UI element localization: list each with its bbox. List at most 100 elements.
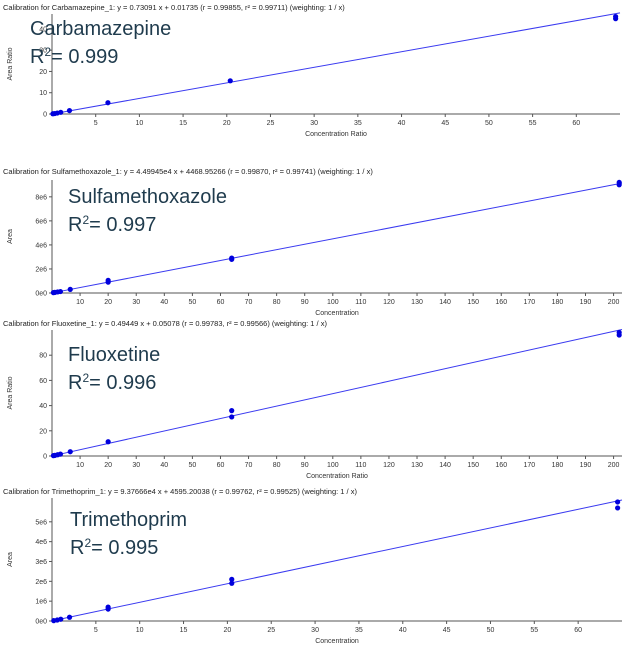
x-tick-label: 200	[608, 462, 620, 469]
x-tick-label: 45	[443, 627, 451, 634]
x-tick-label: 60	[217, 299, 225, 306]
x-tick-label: 40	[399, 627, 407, 634]
calibration-equation-title: Calibration for Sulfamethoxazole_1: y = …	[3, 167, 373, 176]
r2-prefix: R	[30, 46, 45, 68]
data-point	[229, 408, 235, 414]
x-tick-label: 40	[160, 299, 168, 306]
data-point	[58, 616, 64, 622]
r-squared-label: R2= 0.997	[68, 209, 156, 236]
r-squared-label: R2= 0.999	[30, 41, 118, 68]
x-tick-label: 170	[523, 462, 535, 469]
x-tick-label: 120	[383, 462, 395, 469]
calibration-equation-title: Calibration for Fluoxetine_1: y = 0.4944…	[3, 319, 327, 328]
y-tick-label: 2e6	[35, 579, 47, 586]
data-point	[229, 580, 235, 586]
data-point	[615, 499, 621, 505]
y-tick-label: 80	[39, 353, 47, 360]
calibration-chart-trimethoprim: 5 10 15 20 25 30 35 40 45 50 55 60 0e0 1e6 2e6 3e6 4e6 5e…	[7, 498, 623, 645]
x-tick-label: 140	[439, 299, 451, 306]
x-tick-label: 15	[180, 627, 188, 634]
data-point	[105, 100, 111, 106]
data-point	[613, 16, 619, 22]
x-tick-label: 40	[398, 120, 406, 127]
x-tick-label: 160	[495, 299, 507, 306]
x-tick-label: 60	[572, 120, 580, 127]
x-tick-label: 120	[383, 299, 395, 306]
r2-prefix: R	[68, 372, 83, 394]
x-tick-label: 110	[355, 299, 366, 306]
x-tick-label: 10	[76, 299, 84, 306]
data-point	[105, 604, 111, 610]
calibration-panel-trimethoprim: Calibration for Trimethoprim_1: y = 9.37…	[0, 484, 627, 654]
x-tick-label: 90	[301, 462, 309, 469]
x-tick-label: 100	[327, 462, 339, 469]
x-tick-label: 60	[574, 627, 582, 634]
calibration-equation-title: Calibration for Carbamazepine_1: y = 0.7…	[3, 3, 345, 12]
x-tick-label: 10	[135, 120, 143, 127]
x-tick-label: 20	[223, 120, 231, 127]
x-tick-label: 90	[301, 299, 309, 306]
compound-name: Sulfamethoxazole	[68, 186, 227, 208]
x-tick-label: 50	[188, 462, 196, 469]
x-tick-label: 110	[355, 462, 366, 469]
y-axis-label: Area Ratio	[7, 376, 14, 409]
x-tick-label: 5	[94, 627, 98, 634]
x-tick-label: 20	[223, 627, 231, 634]
x-tick-label: 10	[76, 462, 84, 469]
calibration-panel-carbamazepine: Calibration for Carbamazepine_1: y = 0.7…	[0, 0, 627, 140]
x-tick-label: 150	[467, 462, 479, 469]
x-tick-label: 35	[354, 120, 362, 127]
x-axis-label: Concentration	[315, 310, 359, 317]
compound-name: Carbamazepine	[30, 18, 172, 40]
y-tick-label: 8e6	[35, 194, 47, 201]
r2-superscript: 2	[82, 371, 90, 385]
x-tick-label: 190	[580, 299, 592, 306]
y-tick-label: 40	[39, 403, 47, 410]
r2-value: = 0.996	[89, 372, 157, 394]
x-tick-label: 5	[94, 120, 98, 127]
y-axis-label: Area	[7, 229, 14, 244]
data-point	[105, 439, 111, 445]
calibration-panel-sulfamethoxazole: Calibration for Sulfamethoxazole_1: y = …	[0, 166, 627, 318]
data-point	[58, 109, 64, 115]
y-tick-label: 0	[43, 454, 47, 461]
r2-value: = 0.995	[91, 537, 159, 559]
x-tick-label: 25	[267, 120, 275, 127]
data-point	[615, 505, 621, 511]
regression-line	[51, 499, 623, 622]
y-tick-label: 4e6	[35, 539, 47, 546]
x-tick-label: 15	[179, 120, 187, 127]
calibration-equation-title: Calibration for Trimethoprim_1: y = 9.37…	[3, 487, 357, 496]
x-tick-label: 170	[523, 299, 535, 306]
compound-name: Trimethoprim	[70, 509, 188, 531]
y-tick-label: 0e0	[35, 291, 47, 298]
x-tick-label: 60	[217, 462, 225, 469]
y-tick-label: 10	[39, 90, 47, 97]
y-tick-label: 1e6	[35, 599, 47, 606]
x-tick-label: 180	[552, 462, 564, 469]
data-point	[229, 255, 235, 261]
x-tick-label: 200	[608, 299, 620, 306]
data-point	[57, 451, 64, 457]
y-tick-label: 6e6	[35, 218, 47, 225]
y-tick-label: 20	[39, 69, 47, 76]
x-axis-label: Concentration Ratio	[306, 473, 368, 480]
x-tick-label: 190	[580, 462, 592, 469]
x-tick-label: 20	[104, 299, 112, 306]
x-tick-label: 35	[355, 627, 363, 634]
data-point	[616, 179, 622, 186]
regression-line	[51, 182, 623, 294]
x-tick-label: 30	[310, 120, 318, 127]
calibration-chart-sulfamethoxazole: 10 20 30 40 50 60 70 80 90 100 110 120 130 140 150 160 1…	[7, 179, 623, 317]
compound-name: Fluoxetine	[68, 344, 161, 366]
x-tick-label: 30	[132, 299, 140, 306]
x-axis-label: Concentration	[315, 638, 359, 645]
x-tick-label: 55	[530, 627, 538, 634]
x-tick-label: 100	[327, 299, 339, 306]
x-tick-label: 150	[467, 299, 479, 306]
x-tick-label: 50	[487, 627, 495, 634]
x-tick-label: 130	[411, 299, 423, 306]
data-point	[227, 78, 233, 84]
x-tick-label: 40	[160, 462, 168, 469]
x-tick-label: 55	[529, 120, 537, 127]
